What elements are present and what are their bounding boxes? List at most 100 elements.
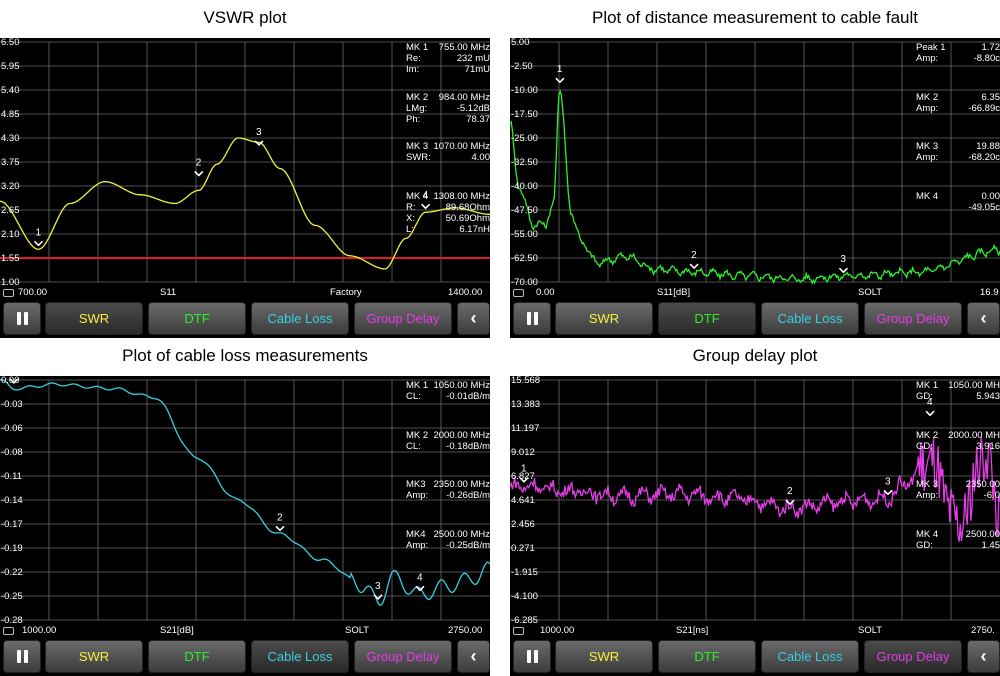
swr-button[interactable]: SWR	[45, 640, 143, 673]
battery-icon	[513, 627, 524, 635]
y-tick-label: 13.383	[511, 399, 541, 410]
plot-footer: 0.00 S11[dB] SOLT 16.9	[510, 286, 1000, 300]
group-delay-button[interactable]: Group Delay	[864, 640, 962, 673]
marker-label: 3	[256, 127, 262, 138]
back-button[interactable]: ‹	[457, 302, 490, 335]
vswr-chart[interactable]: 1 2 3 4	[0, 38, 490, 300]
dtf-chart[interactable]: 1 2 3	[510, 38, 1000, 300]
swr-button[interactable]: SWR	[555, 640, 653, 673]
marker-chevron-icon[interactable]	[785, 499, 795, 506]
marker-chevron-icon[interactable]	[254, 140, 264, 147]
cable-loss-button[interactable]: Cable Loss	[761, 302, 859, 335]
group-delay-button[interactable]: Group Delay	[864, 302, 962, 335]
marker-readout-4: MK 4 1308.00 MHz R: 89.68Ohm X: 50.69Ohm L:…	[406, 191, 490, 235]
marker-chevron-icon[interactable]	[555, 77, 565, 84]
dtf-screen[interactable]: 1 2 3 5.00 -2.50 -10.00 -17.50 -25.00 -32.50 -40…	[510, 38, 1000, 300]
marker-readout-3: MK 3 2350.00 Amp: -6.0	[916, 479, 1000, 501]
swr-button[interactable]: SWR	[45, 302, 143, 335]
y-tick-label: -0.08	[1, 447, 23, 458]
marker-chevron-icon[interactable]	[883, 489, 893, 496]
pause-button[interactable]	[513, 640, 551, 673]
dtf-button[interactable]: DTF	[148, 640, 246, 673]
marker-chevron-icon[interactable]	[373, 594, 383, 600]
marker-label: 1	[557, 64, 563, 75]
y-tick-label: -2.50	[511, 61, 533, 72]
y-tick-label: 2.456	[511, 519, 535, 530]
cable-loss-button[interactable]: Cable Loss	[761, 640, 859, 673]
y-tick-label: 11.197	[511, 423, 540, 434]
group-delay-button[interactable]: Group Delay	[354, 302, 452, 335]
group-delay-panel: Group delay plot 1 2 3 4 15.568 13.383 11.197…	[510, 338, 1000, 676]
vswr-screen[interactable]: 1 2 3 4 6.50 5.95 5.40 4.85 4.30 3.75 3.20 2.65 2.1…	[0, 38, 490, 300]
plot-footer: 1000.00 S21[dB] SOLT 2750.00	[0, 624, 490, 638]
y-tick-label: -0.17	[1, 519, 23, 530]
y-tick-label: 2.10	[1, 229, 20, 240]
pause-icon	[526, 650, 531, 663]
panel-title: Plot of distance measurement to cable fa…	[591, 8, 918, 27]
marker-chevron-icon[interactable]	[33, 240, 44, 247]
marker-chevron-icon[interactable]	[838, 267, 848, 274]
y-tick-label: 6.50	[1, 38, 20, 48]
marker-chevron-icon[interactable]	[421, 203, 431, 210]
y-tick-label: 4.85	[1, 109, 20, 120]
cable-loss-button[interactable]: Cable Loss	[251, 302, 349, 335]
marker-readout-3: MK 3 1070.00 MHz SWR: 4.00	[406, 141, 490, 163]
back-button[interactable]: ‹	[967, 302, 1000, 335]
trace-label: S21[ns]	[676, 625, 709, 636]
y-tick-label: 2.65	[1, 205, 20, 216]
group-delay-screen[interactable]: 1 2 3 4 15.568 13.383 11.197 9.012 6.827 4.641 2.…	[510, 376, 1000, 638]
pause-button[interactable]	[3, 640, 41, 673]
group-delay-chart[interactable]: 1 2 3 4	[510, 376, 1000, 638]
trace-line	[0, 379, 490, 607]
marker-chevron-icon[interactable]	[519, 477, 529, 483]
y-tick-label: 6.827	[511, 471, 535, 482]
y-tick-label: -0.06	[1, 423, 23, 434]
battery-icon	[3, 627, 14, 635]
dtf-button[interactable]: DTF	[148, 302, 246, 335]
marker-readout-1: MK 1 1050.00 MH GD: 5.943	[916, 380, 1000, 402]
marker-chevron-icon[interactable]	[925, 410, 935, 417]
marker-readout-2: MK 2 2000.00 MHz CL: -0.18dB/m	[406, 430, 490, 452]
y-tick-label: 0.00	[1, 376, 20, 386]
battery-icon	[3, 289, 14, 297]
marker-label: 4	[423, 190, 429, 201]
group-delay-button[interactable]: Group Delay	[354, 640, 452, 673]
pause-button[interactable]	[3, 302, 41, 335]
marker-readout-2: MK 2 2000.00 MH GD: 3.916	[916, 430, 1000, 452]
dtf-button[interactable]: DTF	[658, 302, 756, 335]
marker-label: 4	[927, 397, 933, 408]
trace-line	[510, 437, 1000, 542]
marker-chevron-icon[interactable]	[415, 585, 425, 592]
marker-chevron-icon[interactable]	[194, 170, 204, 177]
dtf-panel: Plot of distance measurement to cable fa…	[510, 0, 1000, 338]
cal-label: Factory	[330, 287, 362, 298]
mode-toolbar: SWR DTF Cable Loss Group Delay ‹	[510, 638, 1000, 676]
y-tick-label: -55.00	[511, 229, 538, 240]
marker-label: 3	[840, 254, 846, 265]
y-tick-label: -25.00	[511, 133, 538, 144]
marker-chevron-icon[interactable]	[689, 263, 699, 270]
back-button[interactable]: ‹	[457, 640, 490, 673]
x-start-label: 1000.00	[22, 625, 57, 636]
mode-toolbar: SWR DTF Cable Loss Group Delay ‹	[0, 300, 490, 338]
marker-readout-3: MK3 2350.00 MHz Amp: -0.26dB/m	[406, 479, 490, 501]
back-button[interactable]: ‹	[967, 640, 1000, 673]
y-tick-label: -17.50	[511, 109, 538, 120]
marker-label: 4	[417, 572, 423, 583]
marker-readout-4: MK4 2500.00 MHz Amp: -0.25dB/m	[406, 529, 490, 551]
marker-chevron-icon[interactable]	[275, 525, 285, 532]
panel-title: Group delay plot	[692, 346, 818, 365]
cable-loss-button[interactable]: Cable Loss	[251, 640, 349, 673]
pause-icon	[526, 312, 531, 325]
y-tick-label: 15.568	[511, 376, 541, 386]
cal-label: SOLT	[345, 625, 370, 636]
pause-icon	[16, 312, 21, 325]
y-tick-label: -0.11	[1, 471, 22, 482]
marker-chevron-icon[interactable]	[9, 378, 19, 384]
pause-button[interactable]	[513, 302, 551, 335]
trace-label: S21[dB]	[160, 625, 194, 636]
dtf-button[interactable]: DTF	[658, 640, 756, 673]
swr-button[interactable]: SWR	[555, 302, 653, 335]
